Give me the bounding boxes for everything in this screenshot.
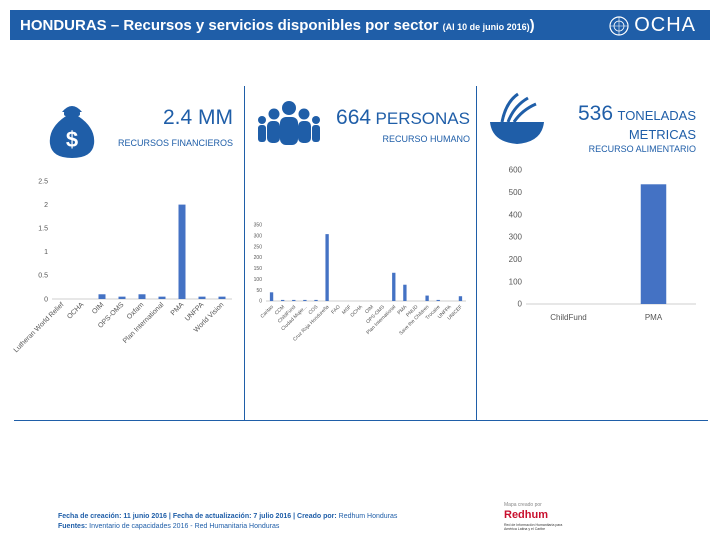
divider-1 <box>244 86 245 420</box>
footer-created-label: Fecha de creación: <box>58 513 122 520</box>
ocha-logo: OCHA <box>608 14 696 37</box>
svg-text:$: $ <box>66 127 78 152</box>
bar <box>158 296 166 299</box>
stat-food-value: 536 <box>577 102 614 125</box>
y-tick-label: 2.5 <box>38 178 48 185</box>
y-tick-label: 1 <box>44 249 48 256</box>
bar <box>118 296 126 299</box>
bar <box>198 296 206 299</box>
title-date: (Al 10 de junio 2016) <box>442 22 530 32</box>
bar <box>218 296 226 299</box>
stat-financial: 2.4 MM RECURSOS FINANCIEROS <box>100 106 233 148</box>
money-bag-icon: $ <box>49 106 95 158</box>
bar <box>98 294 106 299</box>
header-bar: HONDURAS – Recursos y servicios disponib… <box>10 10 710 40</box>
stat-food-label: RECURSO ALIMENTARIO <box>588 144 696 154</box>
x-tick-label: Lutheran World Relief <box>13 301 66 354</box>
stat-human-label: RECURSO HUMANO <box>382 134 470 144</box>
stat-financial-label: RECURSOS FINANCIEROS <box>117 138 233 148</box>
footer-sources: Inventario de capacidades 2016 - Red Hum… <box>89 523 280 530</box>
stat-human-unit: PERSONAS <box>375 109 470 128</box>
stat-financial-value: 2.4 MM <box>162 106 233 129</box>
x-tick-label: PMA <box>170 301 186 317</box>
divider-2 <box>476 86 477 420</box>
footer: Fecha de creación: 11 junio 2016 | Fecha… <box>58 512 397 532</box>
bar <box>178 204 186 299</box>
y-tick-label: 1.5 <box>38 226 48 233</box>
footer-by-label: Creado por: <box>297 513 337 520</box>
title-close: ) <box>529 17 535 34</box>
footer-sep: | <box>168 513 171 520</box>
footer-by: Redhum Honduras <box>338 513 398 520</box>
x-tick-label: OIM <box>91 301 105 315</box>
stat-human: 664 PERSONAS RECURSO HUMANO <box>330 106 470 144</box>
footer-updated: 7 julio 2016 <box>253 513 292 520</box>
redhum-subtitle: Red de Información Humanitaria para Amér… <box>504 523 563 531</box>
un-emblem-icon <box>609 15 629 36</box>
footer-line-1: Fecha de creación: 11 junio 2016 | Fecha… <box>58 512 397 522</box>
page-title: HONDURAS – Recursos y servicios disponib… <box>20 17 535 34</box>
stat-food: 536 TONELADAS METRICAS RECURSO ALIMENTAR… <box>556 102 696 154</box>
food-bowl-icon <box>490 92 544 144</box>
credit-text: Mapa creado por <box>504 502 542 508</box>
divider-bottom <box>14 420 708 421</box>
footer-sources-label: Fuentes: <box>58 523 88 530</box>
footer-updated-label: Fecha de actualización: <box>172 513 252 520</box>
x-tick-label: OCHA <box>66 301 85 320</box>
stat-human-value: 664 <box>336 106 372 129</box>
footer-sep: | <box>293 513 296 520</box>
y-tick-label: 0 <box>44 296 48 303</box>
redhum-logo: Redhum <box>504 509 548 521</box>
footer-line-2: Fuentes: Inventario de capacidades 2016 … <box>58 522 397 532</box>
stat-food-unit: TONELADAS METRICAS <box>617 108 696 142</box>
title-text: HONDURAS – Recursos y servicios disponib… <box>20 17 439 34</box>
brand-name: OCHA <box>634 14 696 36</box>
y-tick-label: 0.5 <box>38 273 48 280</box>
y-tick-label: 2 <box>44 202 48 209</box>
people-icon <box>258 101 320 145</box>
footer-created: 11 junio 2016 <box>123 513 167 520</box>
bar <box>138 294 146 299</box>
